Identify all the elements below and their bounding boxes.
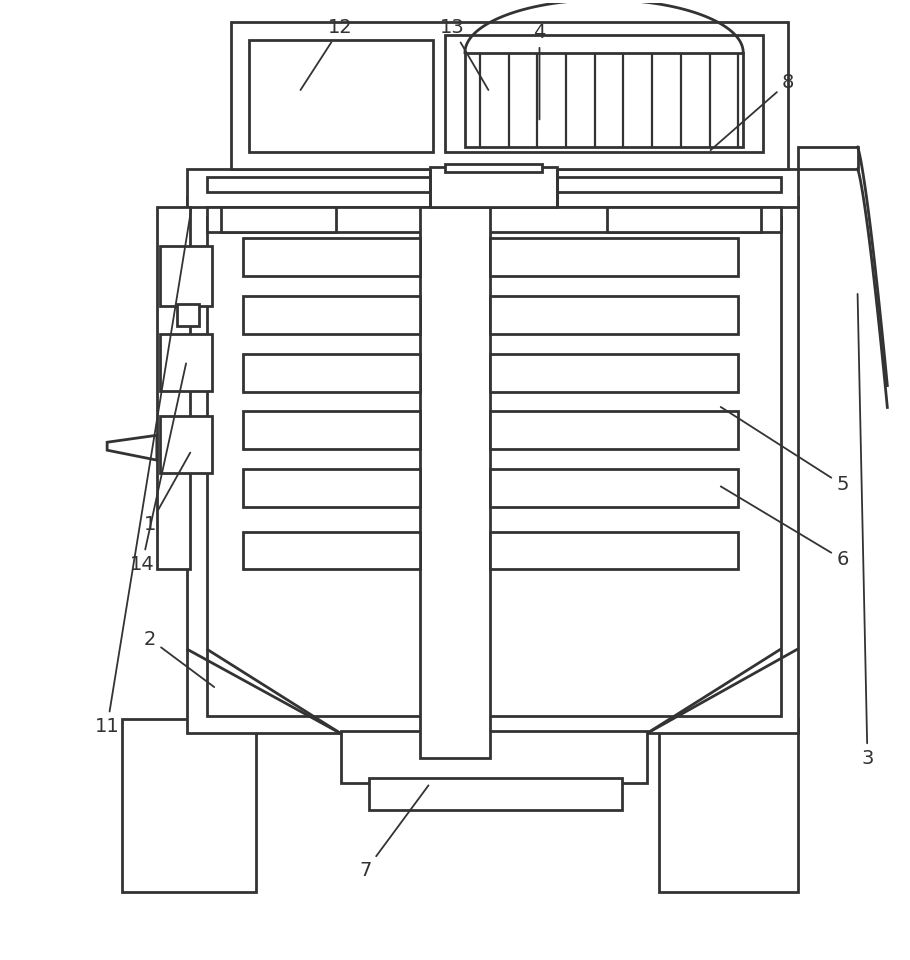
Polygon shape <box>430 167 557 206</box>
Polygon shape <box>607 206 761 231</box>
Polygon shape <box>243 532 420 569</box>
Text: 12: 12 <box>300 18 353 90</box>
Polygon shape <box>340 732 647 783</box>
Text: 8: 8 <box>711 73 794 150</box>
Polygon shape <box>659 718 798 893</box>
Polygon shape <box>207 206 781 231</box>
Text: 3: 3 <box>857 294 874 768</box>
Polygon shape <box>490 469 738 507</box>
Polygon shape <box>243 469 420 507</box>
Text: 1: 1 <box>144 452 190 534</box>
Polygon shape <box>798 147 857 169</box>
Polygon shape <box>465 53 743 147</box>
Polygon shape <box>420 206 490 758</box>
Polygon shape <box>207 177 781 192</box>
Polygon shape <box>160 334 213 391</box>
Polygon shape <box>187 197 798 733</box>
Polygon shape <box>490 354 738 392</box>
Polygon shape <box>369 779 622 810</box>
Polygon shape <box>207 217 781 715</box>
Text: 11: 11 <box>95 209 191 736</box>
Text: 7: 7 <box>359 785 429 880</box>
Polygon shape <box>107 435 157 460</box>
Text: 4: 4 <box>533 23 546 119</box>
Polygon shape <box>243 296 420 334</box>
Polygon shape <box>160 417 213 473</box>
Text: 5: 5 <box>721 407 849 494</box>
Polygon shape <box>160 247 213 306</box>
Text: 6: 6 <box>721 487 849 569</box>
Polygon shape <box>243 354 420 392</box>
Text: 13: 13 <box>440 18 489 90</box>
Polygon shape <box>445 35 763 152</box>
Text: 14: 14 <box>129 364 186 574</box>
Polygon shape <box>177 304 198 326</box>
Polygon shape <box>445 164 542 172</box>
Polygon shape <box>243 238 420 276</box>
Polygon shape <box>490 238 738 276</box>
Polygon shape <box>243 412 420 449</box>
Polygon shape <box>187 169 798 206</box>
Polygon shape <box>122 718 257 893</box>
Polygon shape <box>157 206 189 569</box>
Text: 2: 2 <box>144 630 214 687</box>
Polygon shape <box>490 412 738 449</box>
Polygon shape <box>249 39 433 152</box>
Polygon shape <box>231 22 788 169</box>
Polygon shape <box>490 296 738 334</box>
Polygon shape <box>490 532 738 569</box>
Polygon shape <box>221 206 336 231</box>
